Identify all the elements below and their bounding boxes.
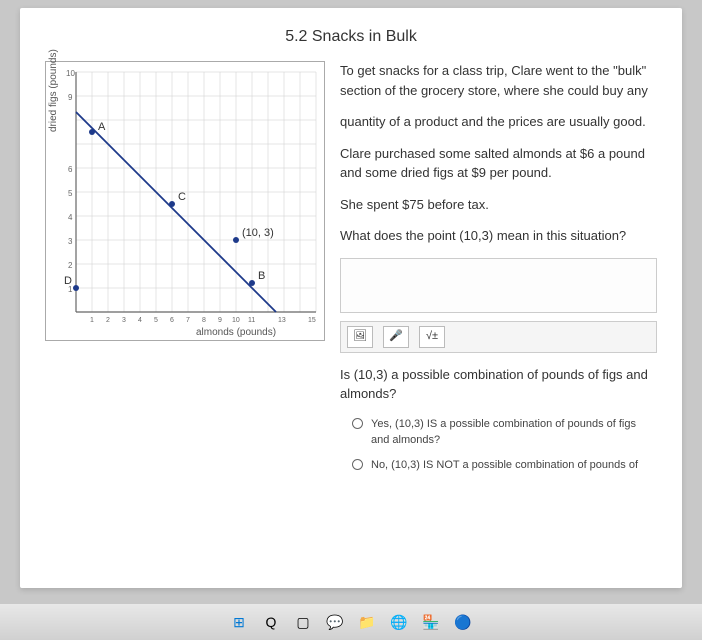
option-no-label: No, (10,3) IS NOT a possible combination…: [371, 457, 638, 474]
option-yes-label: Yes, (10,3) IS a possible combination of…: [371, 416, 657, 449]
windows-taskbar: ⊞ Q ▢ 💬 📁 🌐 🏪 🔵: [0, 604, 702, 640]
svg-text:7: 7: [186, 317, 190, 324]
svg-text:1: 1: [68, 285, 73, 294]
svg-text:9: 9: [218, 317, 222, 324]
answer-toolbar: 🖼 🎤 √±: [340, 321, 657, 353]
chart-column: A C D B (10, 3) 10 9 6 5 4: [45, 61, 325, 481]
text-column: To get snacks for a class trip, Clare we…: [340, 61, 657, 481]
point-c-label: C: [178, 191, 186, 203]
svg-text:4: 4: [138, 317, 142, 324]
files-icon[interactable]: 📁: [357, 612, 377, 632]
image-button[interactable]: 🖼: [347, 326, 373, 348]
intro-p2: Clare purchased some salted almonds at $…: [340, 144, 657, 183]
radio-icon: [352, 459, 363, 470]
chat-icon[interactable]: 💬: [325, 612, 345, 632]
x-axis-label: almonds (pounds): [196, 327, 276, 338]
svg-text:6: 6: [170, 317, 174, 324]
edge-icon[interactable]: 🌐: [389, 612, 409, 632]
intro-p1: To get snacks for a class trip, Clare we…: [340, 61, 657, 100]
svg-text:10: 10: [66, 69, 75, 78]
answer-input[interactable]: [340, 258, 657, 313]
svg-text:5: 5: [68, 189, 73, 198]
svg-text:13: 13: [278, 317, 286, 324]
question1: What does the point (10,3) mean in this …: [340, 226, 657, 246]
chart-svg: A C D B (10, 3) 10 9 6 5 4: [46, 62, 326, 342]
search-icon[interactable]: Q: [261, 612, 281, 632]
svg-text:2: 2: [106, 317, 110, 324]
page-title: 5.2 Snacks in Bulk: [45, 28, 657, 46]
mic-button[interactable]: 🎤: [383, 326, 409, 348]
line-chart: A C D B (10, 3) 10 9 6 5 4: [45, 61, 325, 341]
svg-text:10: 10: [232, 317, 240, 324]
option-no-row[interactable]: No, (10,3) IS NOT a possible combination…: [340, 457, 657, 474]
svg-text:4: 4: [68, 213, 73, 222]
option-yes-row[interactable]: Yes, (10,3) IS a possible combination of…: [340, 416, 657, 449]
chrome-icon[interactable]: 🔵: [453, 612, 473, 632]
svg-text:3: 3: [68, 237, 73, 246]
math-button[interactable]: √±: [419, 326, 445, 348]
radio-icon: [352, 418, 363, 429]
svg-text:6: 6: [68, 165, 73, 174]
svg-text:1: 1: [90, 317, 94, 324]
intro-p3: She spent $75 before tax.: [340, 195, 657, 215]
taskview-icon[interactable]: ▢: [293, 612, 313, 632]
intro-p1b: quantity of a product and the prices are…: [340, 112, 657, 132]
store-icon[interactable]: 🏪: [421, 612, 441, 632]
svg-text:15: 15: [308, 317, 316, 324]
windows-start-icon[interactable]: ⊞: [229, 612, 249, 632]
svg-text:8: 8: [202, 317, 206, 324]
point-103-label: (10, 3): [242, 227, 274, 239]
svg-text:2: 2: [68, 261, 73, 270]
point-a-label: A: [98, 121, 106, 133]
y-axis-label: dried figs (pounds): [48, 49, 59, 132]
question2: Is (10,3) a possible combination of poun…: [340, 365, 657, 404]
content-row: A C D B (10, 3) 10 9 6 5 4: [45, 61, 657, 481]
svg-text:3: 3: [122, 317, 126, 324]
point-b-label: B: [258, 270, 265, 282]
svg-text:11: 11: [248, 317, 255, 324]
worksheet-page: 5.2 Snacks in Bulk: [20, 8, 682, 588]
svg-text:5: 5: [154, 317, 158, 324]
svg-text:9: 9: [68, 93, 73, 102]
